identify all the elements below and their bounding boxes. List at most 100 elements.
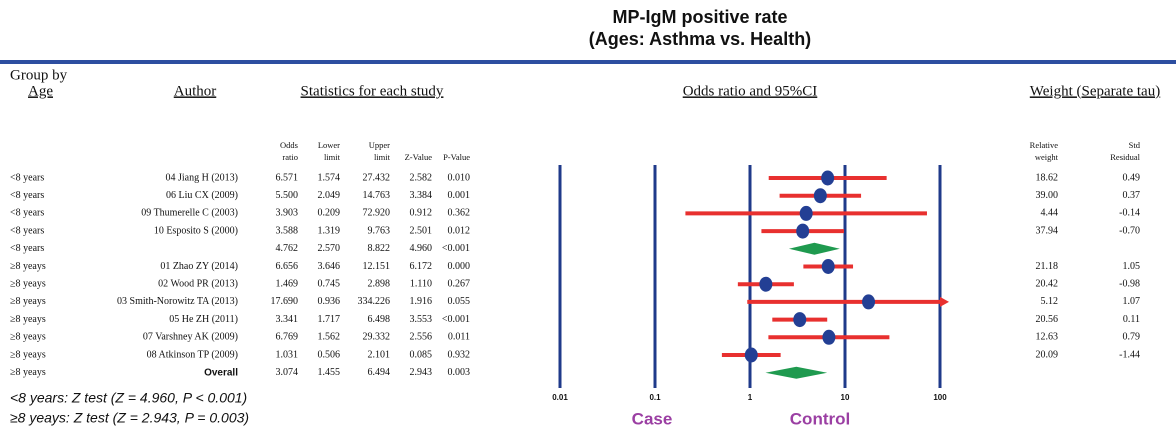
group-label: <8 years [10, 225, 44, 236]
p-value: 0.000 [448, 261, 471, 272]
resid-value: 0.79 [1123, 332, 1141, 343]
weight-value: 4.44 [1041, 208, 1059, 219]
x-tick-label: 1 [748, 393, 753, 402]
p-value: 0.003 [448, 367, 471, 378]
p-value: 0.010 [448, 172, 471, 183]
upper-value: 14.763 [363, 190, 391, 201]
z-value: 4.960 [410, 243, 433, 254]
z-value: 2.556 [410, 332, 433, 343]
odds-point [759, 276, 773, 292]
odds-value: 6.656 [276, 261, 299, 272]
lower-value: 0.209 [318, 208, 341, 219]
z-value: 1.110 [410, 278, 432, 289]
column-header: limit [374, 152, 391, 162]
x-tick-label: 100 [933, 393, 947, 402]
weight-value: 21.18 [1036, 261, 1059, 272]
lower-value: 1.455 [318, 367, 341, 378]
odds-value: 6.769 [276, 332, 299, 343]
upper-value: 2.101 [368, 349, 391, 360]
z-value: 1.916 [410, 296, 433, 307]
author: 04 Jiang H (2013) [166, 172, 239, 183]
resid-value: 0.37 [1123, 190, 1141, 201]
odds-point [796, 223, 810, 239]
x-tick-label: 0.01 [552, 393, 568, 402]
column-header: limit [324, 152, 341, 162]
z-value: 0.912 [410, 208, 433, 219]
z-value: 0.085 [410, 349, 433, 360]
z-value: 2.582 [410, 172, 433, 183]
column-header: Odds [280, 140, 298, 150]
p-value: 0.011 [448, 332, 470, 343]
odds-value: 3.588 [276, 225, 299, 236]
column-header: Lower [318, 140, 340, 150]
group-header: Age [28, 83, 53, 99]
author: 05 He ZH (2011) [169, 314, 238, 325]
odds-point [862, 294, 876, 310]
odds-value: 3.074 [276, 367, 299, 378]
lower-value: 0.936 [318, 296, 341, 307]
weight-value: 12.63 [1036, 332, 1059, 343]
lower-value: 3.646 [318, 261, 341, 272]
author: 10 Esposito S (2000) [154, 225, 238, 236]
odds-value: 1.469 [276, 278, 299, 289]
odds-point [822, 329, 836, 345]
weight-value: 5.12 [1041, 296, 1059, 307]
weight-value: 20.42 [1036, 278, 1059, 289]
p-value: <0.001 [442, 314, 470, 325]
lower-value: 0.745 [318, 278, 341, 289]
group-label: <8 years [10, 243, 44, 254]
odds-point [821, 170, 835, 186]
upper-value: 12.151 [363, 261, 391, 272]
p-value: 0.932 [448, 349, 471, 360]
column-header: Std [1129, 140, 1141, 150]
upper-value: 8.822 [368, 243, 391, 254]
odds-value: 17.690 [271, 296, 299, 307]
title: (Ages: Asthma vs. Health) [589, 29, 811, 49]
stats-header: Statistics for each study [301, 83, 444, 99]
weight-value: 37.94 [1036, 225, 1059, 236]
lower-value: 1.562 [318, 332, 341, 343]
column-header: Relative [1030, 140, 1059, 150]
resid-value: -0.14 [1119, 208, 1140, 219]
author: Overall [204, 367, 238, 378]
author: 01 Zhao ZY (2014) [160, 261, 238, 272]
lower-value: 1.717 [318, 314, 341, 325]
case-label: Case [632, 409, 673, 428]
author: 07 Varshney AK (2009) [143, 332, 238, 343]
group-label: ≥8 yeays [10, 296, 46, 307]
group-label: ≥8 yeays [10, 278, 46, 289]
upper-value: 27.432 [363, 172, 391, 183]
upper-value: 29.332 [363, 332, 391, 343]
column-header: ratio [282, 152, 298, 162]
column-header: P-Value [443, 152, 470, 162]
z-value: 3.553 [410, 314, 433, 325]
lower-value: 0.506 [318, 349, 341, 360]
odds-value: 5.500 [276, 190, 299, 201]
x-tick-label: 0.1 [649, 393, 661, 402]
author: 02 Wood PR (2013) [158, 278, 238, 289]
title: MP-IgM positive rate [612, 7, 787, 27]
weight-value: 39.00 [1036, 190, 1059, 201]
lower-value: 2.570 [318, 243, 341, 254]
upper-value: 6.494 [368, 367, 391, 378]
column-header: Residual [1110, 152, 1140, 162]
author: 03 Smith-Norowitz TA (2013) [117, 296, 238, 307]
p-value: 0.267 [448, 278, 471, 289]
control-label: Control [790, 409, 850, 428]
lower-value: 1.574 [318, 172, 341, 183]
resid-value: -1.44 [1119, 349, 1140, 360]
odds-value: 6.571 [276, 172, 299, 183]
odds-value: 1.031 [276, 349, 299, 360]
upper-value: 6.498 [368, 314, 391, 325]
odds-value: 3.903 [276, 208, 299, 219]
resid-value: 0.49 [1123, 172, 1141, 183]
summary-diamond [788, 242, 840, 255]
lower-value: 2.049 [318, 190, 341, 201]
group-label: <8 years [10, 208, 44, 219]
upper-value: 2.898 [368, 278, 391, 289]
lower-value: 1.319 [318, 225, 341, 236]
resid-value: -0.70 [1119, 225, 1140, 236]
weight-value: 20.09 [1036, 349, 1059, 360]
group-label: ≥8 yeays [10, 332, 46, 343]
